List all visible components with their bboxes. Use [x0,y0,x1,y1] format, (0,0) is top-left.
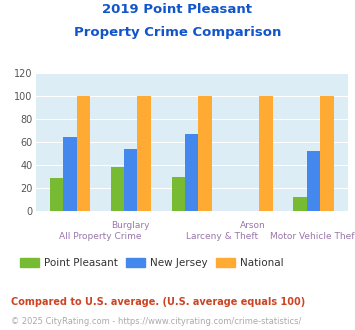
Text: Larceny & Theft: Larceny & Theft [186,232,258,241]
Text: 2019 Point Pleasant: 2019 Point Pleasant [103,3,252,16]
Bar [185,134,198,211]
Bar [171,177,185,211]
Legend: Point Pleasant, New Jersey, National: Point Pleasant, New Jersey, National [16,253,288,272]
Bar [137,96,151,211]
Bar [198,96,212,211]
Text: Burglary: Burglary [111,221,150,230]
Bar [124,149,137,211]
Text: Property Crime Comparison: Property Crime Comparison [74,26,281,39]
Bar [260,96,273,211]
Bar [111,167,124,211]
Bar [307,151,320,211]
Text: All Property Crime: All Property Crime [59,232,142,241]
Bar [50,178,63,211]
Bar [294,197,307,211]
Text: Motor Vehicle Theft: Motor Vehicle Theft [269,232,355,241]
Text: Arson: Arson [240,221,266,230]
Bar [63,137,77,211]
Bar [77,96,90,211]
Text: © 2025 CityRating.com - https://www.cityrating.com/crime-statistics/: © 2025 CityRating.com - https://www.city… [11,317,301,326]
Text: Compared to U.S. average. (U.S. average equals 100): Compared to U.S. average. (U.S. average … [11,297,305,307]
Bar [320,96,334,211]
